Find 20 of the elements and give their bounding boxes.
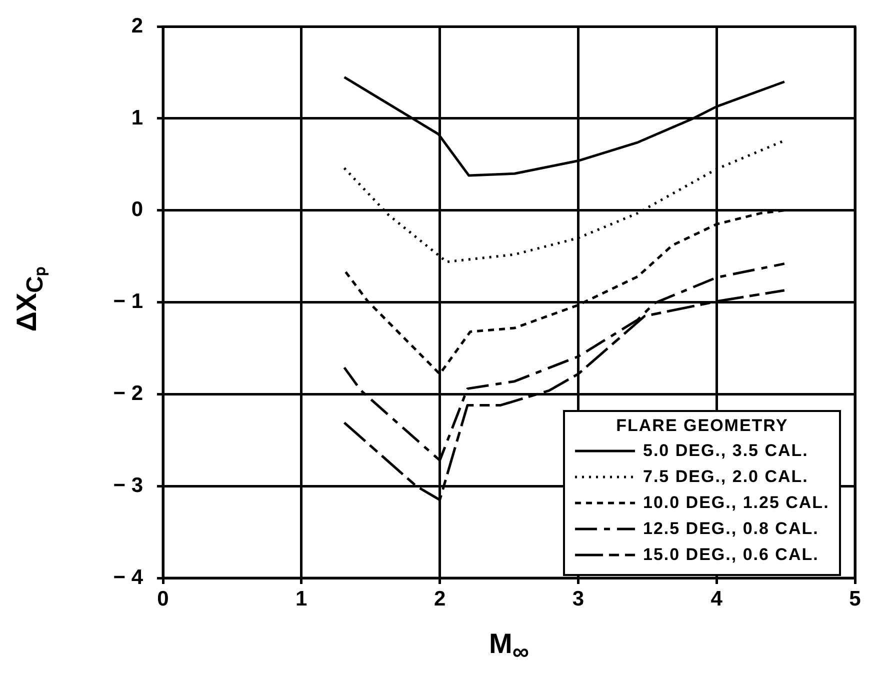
y-tick-label: − 3	[113, 474, 143, 497]
x-axis-title: M$_{∞}$	[489, 628, 529, 666]
x-tick-label: 3	[572, 587, 584, 610]
y-tick-label: − 2	[113, 382, 143, 405]
legend-label: 7.5 DEG., 2.0 CAL.	[643, 466, 808, 488]
y-tick-label: 0	[131, 198, 143, 222]
x-tick-label: 1	[296, 587, 308, 610]
legend-label: 5.0 DEG., 3.5 CAL.	[643, 440, 808, 462]
y-tick-label: − 1	[113, 290, 144, 314]
legend-label: 12.5 DEG., 0.8 CAL.	[643, 518, 819, 540]
legend-label: 15.0 DEG., 0.6 CAL.	[643, 544, 819, 566]
x-tick-label: 0	[157, 587, 169, 610]
legend-label: 10.0 DEG., 1.25 CAL.	[643, 492, 830, 514]
legend-title: FLARE GEOMETRY	[615, 416, 790, 436]
x-tick-label: 4	[710, 587, 723, 610]
x-tick-label: 2	[434, 587, 446, 610]
y-tick-label: 1	[131, 106, 144, 130]
y-tick-label: 2	[131, 14, 143, 38]
x-tick-label: 5	[849, 587, 862, 610]
y-tick-label: − 4	[113, 566, 144, 589]
